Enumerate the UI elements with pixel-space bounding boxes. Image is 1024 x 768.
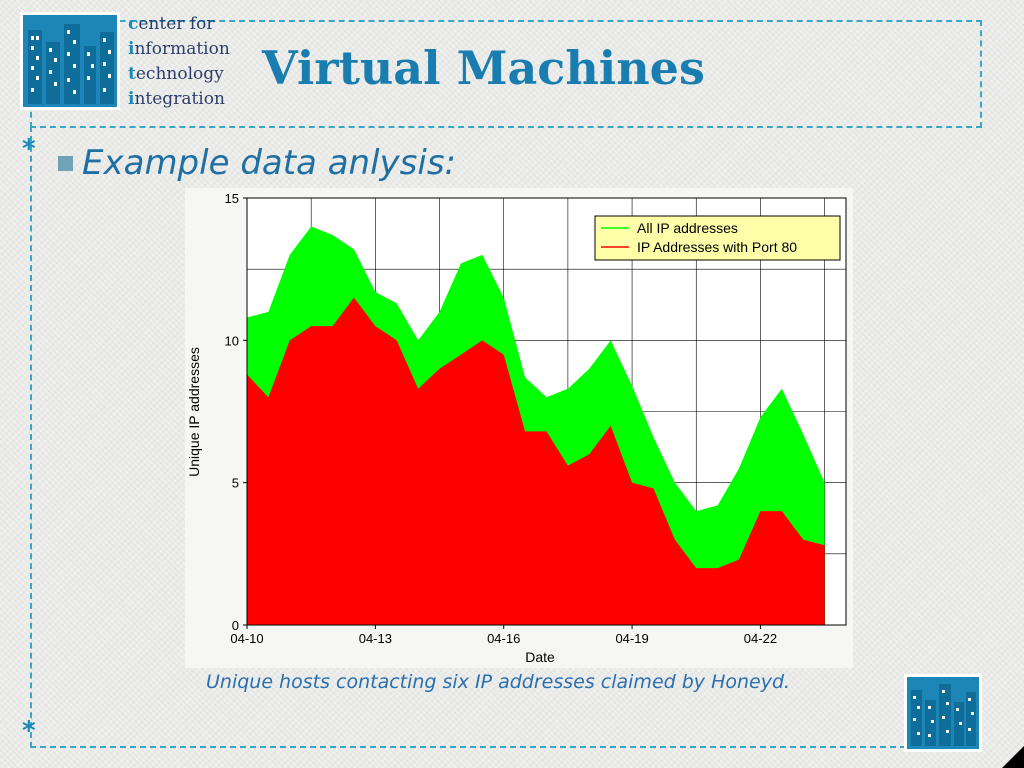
x-tick-label: 04-13 bbox=[359, 631, 392, 646]
star-icon: * bbox=[22, 134, 36, 164]
slide-corner-icon bbox=[1002, 746, 1024, 768]
area-series-port-80 bbox=[247, 297, 825, 625]
y-tick-label: 0 bbox=[232, 618, 239, 633]
x-tick-label: 04-10 bbox=[230, 631, 263, 646]
y-tick-label: 10 bbox=[225, 333, 239, 348]
org-line: center for bbox=[128, 14, 215, 34]
y-axis-label: Unique IP addresses bbox=[186, 347, 202, 477]
org-line: integration bbox=[128, 89, 225, 109]
area-series bbox=[247, 226, 825, 625]
figure-caption: Unique hosts contacting six IP addresses… bbox=[206, 671, 791, 693]
bullet-square-icon bbox=[58, 156, 73, 171]
plot-frame bbox=[246, 197, 847, 626]
chart-container: 04-10 04-13 04-16 04-19 04-22 0 5 10 15 Date Uni… bbox=[185, 188, 853, 668]
x-tick-label: 04-22 bbox=[744, 631, 777, 646]
axis-ticks: 04-10 04-13 04-16 04-19 04-22 0 5 10 15 bbox=[225, 191, 778, 646]
city-logo-icon bbox=[904, 674, 982, 752]
y-tick-label: 15 bbox=[225, 191, 239, 206]
content-frame bbox=[30, 126, 906, 748]
star-icon: * bbox=[22, 716, 36, 746]
x-tick-label: 04-19 bbox=[615, 631, 648, 646]
slide-title: Virtual Machines bbox=[262, 41, 705, 95]
org-line: information bbox=[128, 39, 230, 59]
area-chart: 04-10 04-13 04-16 04-19 04-22 0 5 10 15 Date Uni… bbox=[186, 191, 847, 665]
city-logo-icon bbox=[20, 12, 120, 110]
legend-entry: IP Addresses with Port 80 bbox=[637, 239, 797, 255]
legend-entry: All IP addresses bbox=[637, 220, 738, 236]
legend-box bbox=[594, 215, 841, 261]
legend: All IP addresses IP Addresses with Port 8… bbox=[594, 215, 841, 261]
x-tick-label: 04-16 bbox=[487, 631, 520, 646]
y-tick-label: 5 bbox=[232, 476, 239, 491]
org-name: center for information technology integr… bbox=[128, 12, 230, 112]
bullet-text: Example data anlysis: bbox=[82, 143, 456, 183]
org-line: technology bbox=[128, 64, 224, 84]
x-axis-label: Date bbox=[525, 649, 555, 665]
